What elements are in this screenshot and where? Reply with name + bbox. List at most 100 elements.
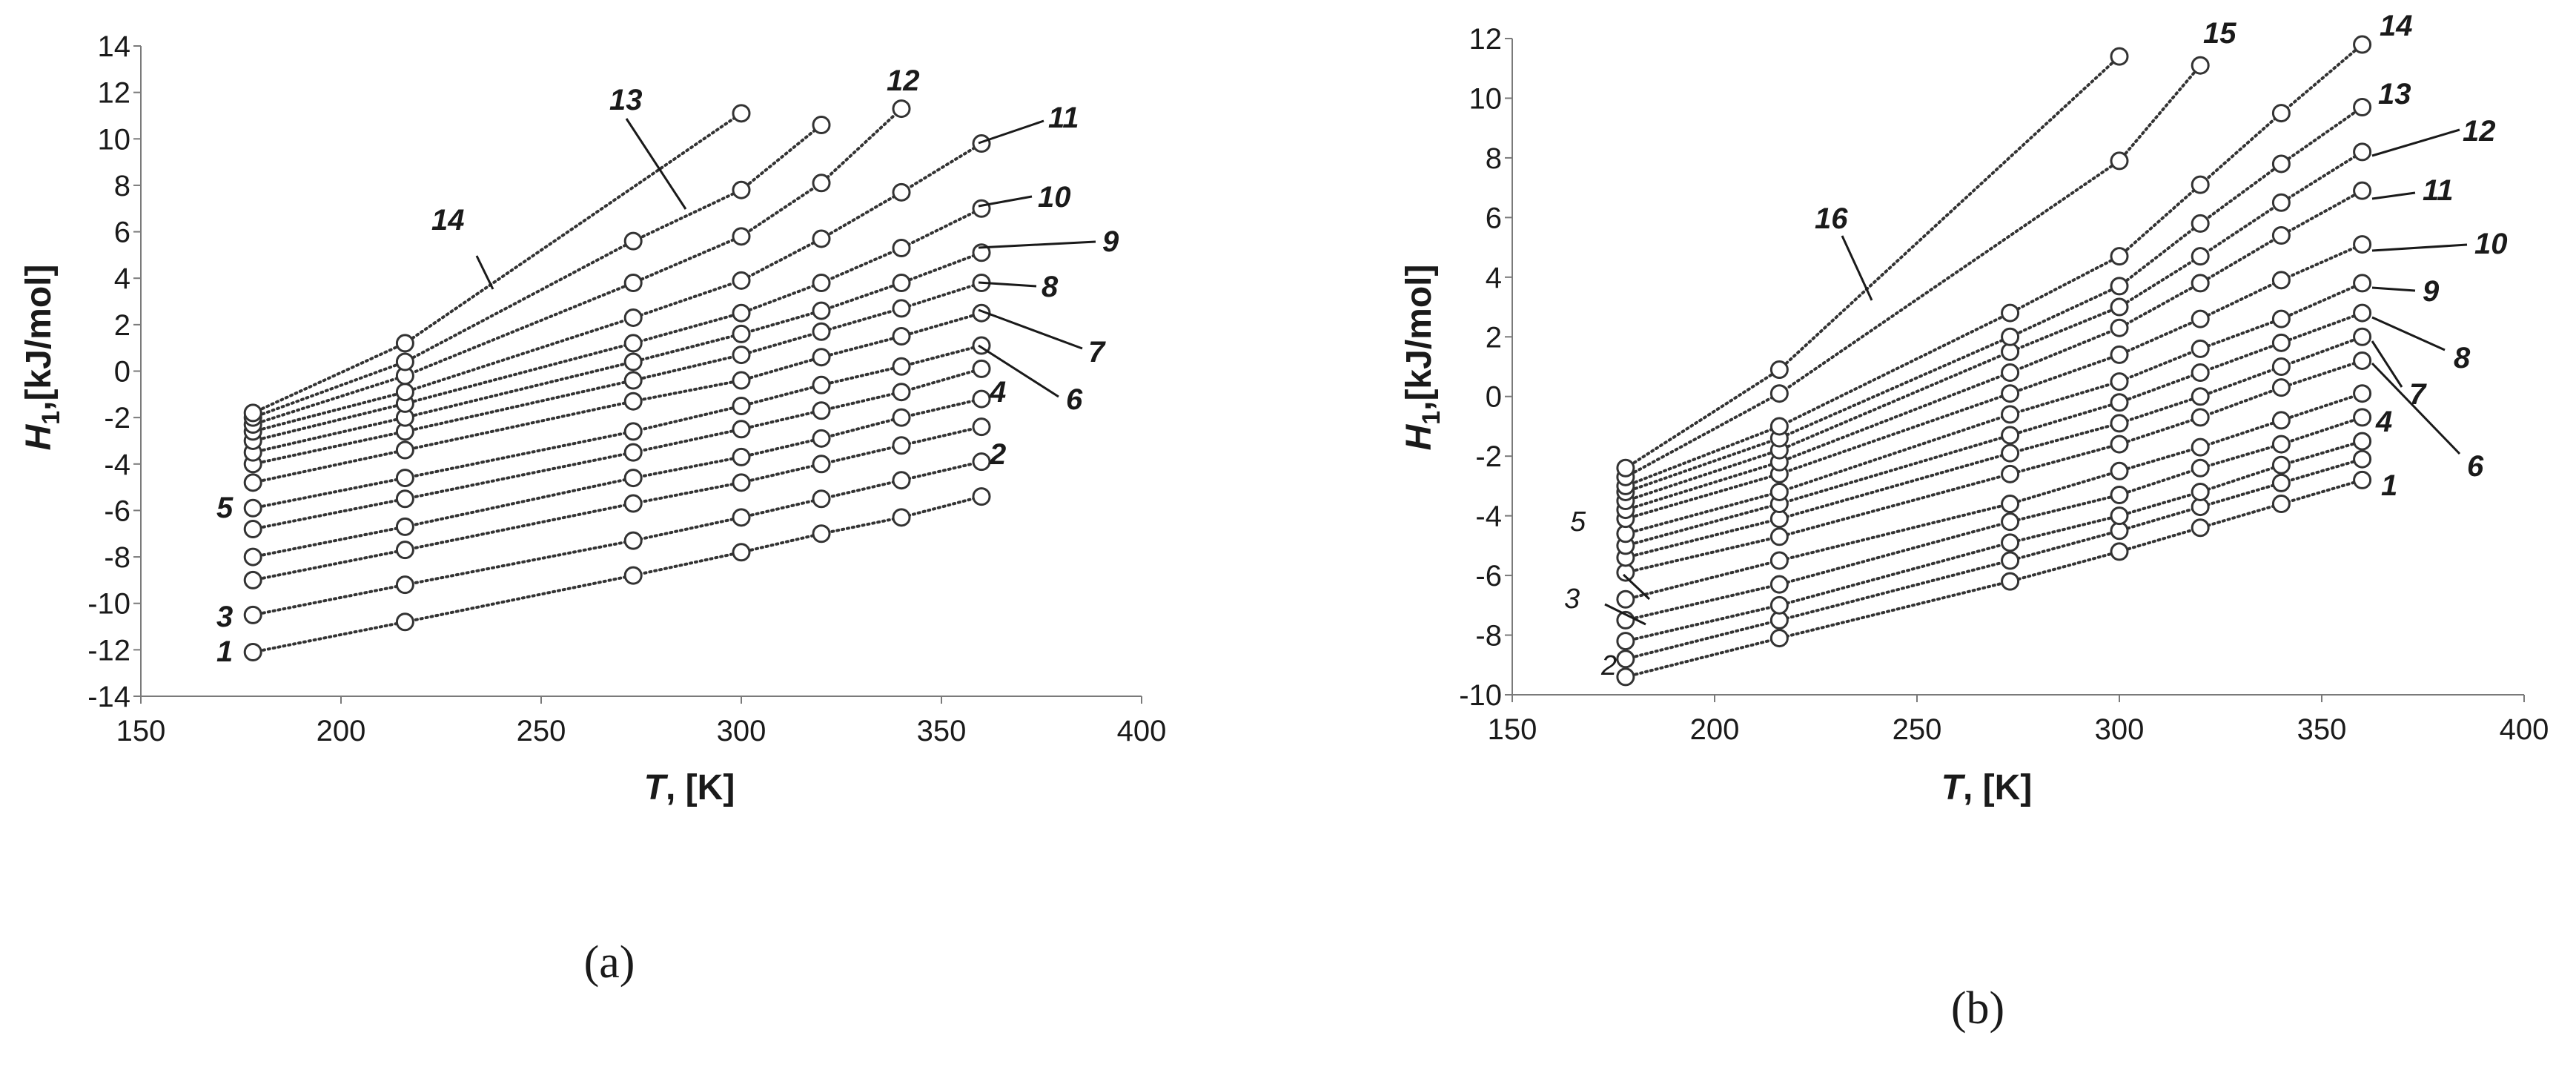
series-line-3: [251, 425, 983, 582]
data-point-12: [732, 227, 751, 246]
data-point-5: [243, 519, 262, 538]
data-point-16: [1769, 360, 1789, 380]
data-point-10: [623, 334, 643, 353]
data-point-12: [2110, 297, 2129, 317]
x-tick-label: 250: [517, 715, 566, 747]
data-point-4: [732, 447, 751, 466]
data-point-3: [2271, 455, 2291, 475]
data-point-11: [732, 271, 751, 290]
y-tick-label: -2: [1475, 440, 1502, 473]
data-point-7: [2271, 357, 2291, 376]
data-point-9: [2110, 372, 2129, 392]
data-point-12: [2191, 247, 2210, 266]
x-tick-label: 400: [2500, 713, 2549, 746]
data-point-16: [1616, 458, 1635, 478]
data-point-5: [2353, 384, 2372, 403]
series-line-2: [1623, 457, 2364, 661]
curve-label: 12: [2463, 115, 2496, 148]
data-point-13: [812, 115, 831, 134]
data-point-6: [243, 498, 262, 518]
data-point-14: [395, 334, 414, 353]
data-point-9: [2353, 274, 2372, 293]
series-line-2: [251, 460, 983, 617]
curve-label: 7: [2409, 378, 2427, 411]
data-point-10: [972, 199, 991, 218]
curve-label: 4: [2375, 406, 2392, 438]
data-point-7: [2001, 443, 2020, 463]
leader-line: [978, 308, 1083, 350]
data-point-5: [2271, 411, 2291, 430]
series-line-4: [1623, 415, 2364, 622]
y-tick-label: -2: [104, 402, 130, 435]
data-point-7: [2110, 414, 2129, 433]
data-point-12: [812, 174, 831, 193]
y-tick-label: 12: [1469, 23, 1503, 56]
curve-label: 14: [431, 204, 465, 237]
data-point-9: [623, 352, 643, 371]
leader-line: [978, 240, 1096, 249]
data-point-8: [2001, 426, 2020, 445]
data-point-4: [2191, 458, 2210, 478]
data-point-7: [395, 440, 414, 460]
data-point-3: [243, 570, 262, 589]
chart-panel-a: 150 200 250 300 350 400 -14 -12 -10 -8 -6 -4 -2 0 2 4 6 8…: [19, 30, 1166, 988]
data-point-10: [812, 273, 831, 292]
data-point-11: [2110, 318, 2129, 337]
series-line-9: [251, 251, 983, 455]
data-point-12: [623, 273, 643, 292]
y-tick-label: 2: [114, 309, 130, 342]
leader-line: [2371, 340, 2403, 388]
data-point-10: [2191, 309, 2210, 328]
leader-line: [2371, 191, 2416, 200]
y-tick-label: 10: [98, 123, 131, 156]
data-point-4: [972, 389, 991, 409]
leader-line: [978, 119, 1044, 145]
chart-a-y-axis-title: H1,[kJ/mol]: [19, 265, 65, 451]
curve-label: 3: [216, 601, 233, 633]
data-point-12: [2353, 142, 2372, 162]
data-point-2: [623, 531, 643, 550]
y-tick-label: 14: [98, 30, 131, 63]
data-point-1: [2001, 572, 2020, 591]
chart-a-marks: [243, 99, 991, 661]
data-point-7: [623, 392, 643, 411]
data-point-3: [892, 436, 911, 455]
data-point-5: [1769, 551, 1789, 570]
data-point-10: [2001, 384, 2020, 403]
data-point-3: [1616, 632, 1635, 651]
data-point-12: [892, 99, 911, 119]
y-tick-label: 6: [114, 217, 130, 249]
series-line-11: [1623, 189, 2364, 512]
x-tick-label: 200: [317, 715, 366, 747]
leader-line: [2371, 243, 2468, 252]
y-tick-label: 12: [98, 77, 131, 110]
data-point-3: [2191, 482, 2210, 501]
curve-label: 13: [609, 84, 643, 116]
series-line-1: [251, 495, 983, 654]
data-point-4: [2353, 408, 2372, 427]
x-tick-label: 300: [717, 715, 766, 747]
data-point-1: [2271, 495, 2291, 514]
leader-line: [1841, 235, 1873, 301]
data-point-2: [2271, 473, 2291, 492]
data-point-6: [2110, 435, 2129, 454]
data-point-10: [2110, 345, 2129, 364]
data-point-1: [2353, 470, 2372, 489]
y-tick-label: -6: [1475, 560, 1502, 592]
data-point-11: [2271, 226, 2291, 245]
series-line-1: [1623, 478, 2364, 678]
data-point-5: [972, 359, 991, 378]
leader-line: [475, 255, 494, 290]
data-point-1: [1769, 629, 1789, 648]
y-tick-label: 2: [1486, 321, 1502, 354]
curve-label: 9: [1102, 225, 1119, 258]
panel-a-label: (a): [584, 937, 635, 988]
chart-b-y-axis-title: H1,[kJ/mol]: [1400, 265, 1446, 451]
curve-label: 12: [887, 65, 920, 97]
panel-b-label: (b): [1951, 983, 2004, 1034]
data-point-4: [243, 547, 262, 566]
curve-label: 5: [216, 492, 234, 524]
data-point-12: [2271, 193, 2291, 212]
y-tick-label: 4: [114, 262, 130, 295]
